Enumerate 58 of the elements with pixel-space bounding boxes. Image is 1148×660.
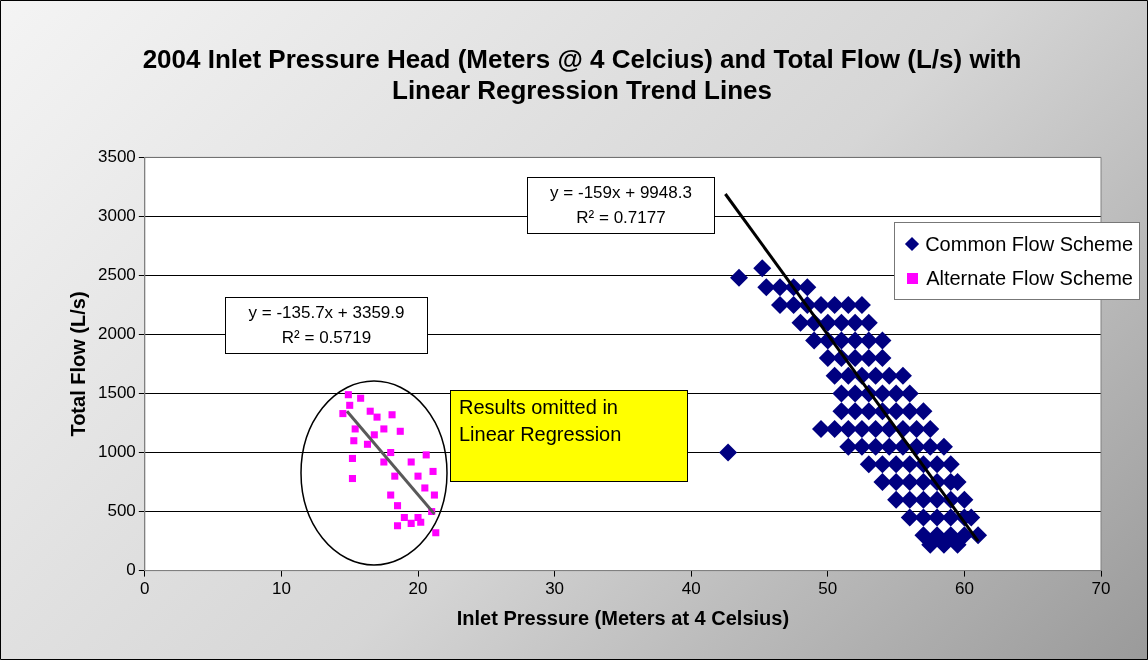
- chart-title: 2004 Inlet Pressure Head (Meters @ 4 Celcius) and Total Flow (L/s) with Linear Regression Trend Lines: [142, 43, 1022, 105]
- point: [366, 407, 374, 415]
- legend-label: Common Flow Scheme: [925, 232, 1133, 256]
- x-tick-label: 40: [681, 579, 701, 599]
- point: [339, 410, 347, 418]
- annotation: y = -135.7x + 3359.9 R² = 0.5719: [247, 302, 406, 349]
- point: [351, 425, 359, 433]
- point: [370, 431, 378, 439]
- point: [363, 440, 372, 448]
- point: [388, 411, 396, 419]
- x-tick-label: 30: [545, 579, 565, 599]
- point: [380, 458, 388, 466]
- y-tick-label: 1500: [97, 383, 136, 403]
- x-tick-label: 20: [408, 579, 428, 599]
- text-box: y = -159x + 9948.3 R² = 0.7177: [527, 177, 715, 235]
- point: [414, 513, 422, 522]
- point: [396, 427, 404, 435]
- text-box: Results omitted in Linear Regression: [450, 390, 688, 482]
- y-tick-label: 1000: [97, 442, 136, 462]
- point: [407, 458, 415, 466]
- point: [430, 491, 438, 499]
- point: [429, 467, 437, 475]
- text-box: y = -135.7x + 3359.9 R² = 0.5719: [225, 297, 428, 355]
- x-tick-label: 70: [1091, 579, 1111, 599]
- point: [380, 425, 388, 433]
- y-axis-title: Total Flow (L/s): [66, 291, 89, 437]
- point: [346, 401, 354, 409]
- point: [393, 502, 402, 510]
- point: [348, 454, 356, 462]
- point: [387, 491, 395, 499]
- legend-label: Alternate Flow Scheme: [926, 266, 1133, 290]
- point: [350, 437, 358, 445]
- y-tick-label: 3000: [97, 206, 136, 226]
- point: [344, 391, 352, 399]
- x-tick-label: 0: [140, 579, 150, 599]
- point: [432, 529, 440, 537]
- point: [357, 394, 365, 402]
- point: [393, 522, 402, 530]
- x-tick-label: 50: [818, 579, 838, 599]
- point: [373, 413, 381, 421]
- point: [407, 519, 415, 527]
- y-tick-label: 3500: [97, 147, 136, 167]
- point: [422, 451, 430, 459]
- point: [391, 472, 399, 480]
- point: [414, 472, 422, 480]
- annotation: Results omitted in Linear Regression: [459, 395, 623, 447]
- x-axis-title: Inlet Pressure (Meters at 4 Celsius): [456, 606, 790, 629]
- y-tick-label: 2500: [97, 265, 136, 285]
- point: [387, 449, 395, 457]
- x-tick-label: 60: [954, 579, 974, 599]
- x-tick-label: 10: [271, 579, 291, 599]
- point: [421, 484, 429, 492]
- point: [400, 513, 408, 522]
- annotation: y = -159x + 9948.3 R² = 0.7177: [549, 182, 693, 229]
- point: [348, 474, 356, 483]
- y-tick-label: 0: [126, 560, 136, 580]
- y-tick-label: 500: [107, 501, 136, 521]
- y-tick-label: 2000: [97, 324, 136, 344]
